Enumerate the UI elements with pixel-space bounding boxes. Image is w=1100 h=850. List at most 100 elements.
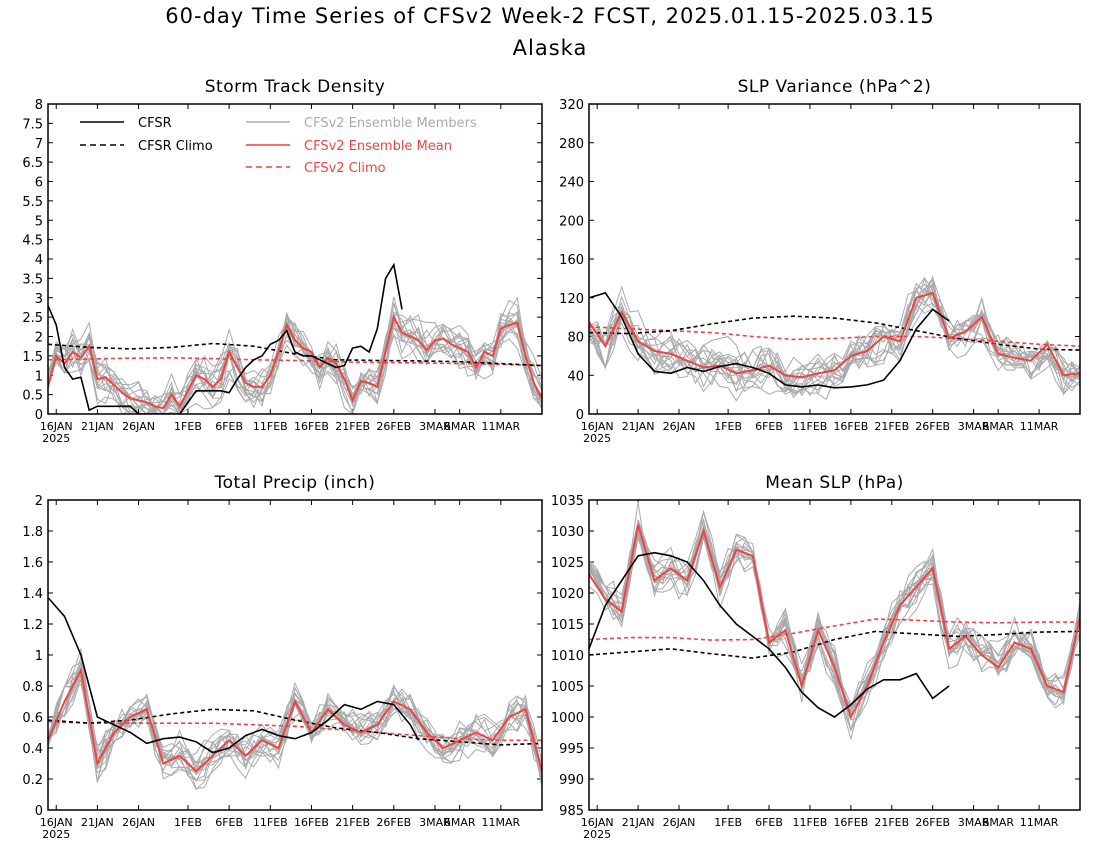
chart-panel: SLP Variance (hPa^2) 0 40 80 120 160 200 240 280… <box>559 77 1081 445</box>
cfsr-line <box>589 551 950 718</box>
chart-panel: Total Precip (inch) 0 0.2 0.4 0.6 0.8 1 1.2 1.4 1… <box>22 473 543 841</box>
legend-label: CFSR Climo <box>138 139 213 154</box>
y-tick-label: 0 <box>35 408 43 423</box>
cfsr-climo-line <box>589 315 1080 351</box>
x-tick-label: 6FEB <box>755 420 783 433</box>
y-tick-label: 2 <box>35 494 43 509</box>
x-tick-label: 3MAR <box>419 816 451 829</box>
x-tick-label: 21JAN <box>81 816 114 829</box>
plot-area <box>589 274 1080 402</box>
y-tick-label: 7.5 <box>22 117 43 132</box>
ensemble-member-line <box>589 519 1080 732</box>
plot-frame <box>588 103 1081 415</box>
x-tick-label: 26JAN <box>663 816 696 829</box>
y-tick-label: 7 <box>35 137 43 152</box>
cfsr-line <box>589 291 950 389</box>
y-tick-label: 1010 <box>551 649 584 664</box>
y-tick-label: 1.8 <box>22 525 43 540</box>
x-tick-label: 26FEB <box>915 420 950 433</box>
x-tick-label: 6FEB <box>755 816 783 829</box>
x-tick-label: 26JAN <box>122 816 155 829</box>
ensemble-member-line <box>589 518 1080 708</box>
ensemble-member-line <box>589 529 1080 740</box>
ensemble-member-line <box>48 312 542 414</box>
x-tick-label: 11MAR <box>1020 816 1059 829</box>
ensemble-member-line <box>589 289 1080 377</box>
y-tick-label: 120 <box>559 292 584 307</box>
ensemble-member-line <box>48 310 542 410</box>
legend-label: CFSv2 Ensemble Mean <box>304 139 452 154</box>
y-tick-label: 6 <box>35 176 43 191</box>
y-tick-label: 985 <box>559 804 584 819</box>
y-tick-label: 5.5 <box>22 195 43 210</box>
x-tick-label: 21JAN <box>622 816 655 829</box>
y-tick-label: 0.2 <box>22 773 43 788</box>
x-tick-label: 21JAN <box>622 420 655 433</box>
legend: CFSR CFSR Climo CFSv2 Ensemble Members CFSv… <box>80 116 477 176</box>
plot-area <box>48 597 542 791</box>
y-tick-label: 160 <box>559 253 584 268</box>
y-tick-label: 2 <box>35 331 43 346</box>
ensemble-member-line <box>48 315 542 414</box>
y-tick-label: 1015 <box>551 618 584 633</box>
x-tick-label: 26FEB <box>915 816 950 829</box>
x-tick-label: 6MAR <box>444 816 476 829</box>
x-tick-label: 6MAR <box>444 420 476 433</box>
ensemble-member-line <box>48 315 542 414</box>
y-tick-label: 0.4 <box>22 742 43 757</box>
chart-panel: Mean SLP (hPa) 985 990 995 1000 1005 1010 1015 1… <box>551 473 1081 841</box>
x-tick-label: 16JAN <box>40 816 73 829</box>
ensemble-mean-line <box>48 314 542 410</box>
chart-panel: Storm Track Density 0 0.5 1 1.5 2 2.5 3 3.5 4 4.5 5… <box>22 77 543 445</box>
ensemble-member-line <box>48 310 542 414</box>
x-tick-label: 16FEB <box>833 816 868 829</box>
y-tick-label: 995 <box>559 742 584 757</box>
cfsv2-climo-line <box>48 356 542 367</box>
y-tick-label: 8 <box>35 98 43 113</box>
cfsv2-climo-line <box>589 326 1080 347</box>
chart-title: Total Precip (inch) <box>214 473 376 493</box>
x-tick-label: 11MAR <box>482 420 521 433</box>
ensemble-member-line <box>589 509 1080 705</box>
x-tick-label: 21FEB <box>335 816 370 829</box>
x-tick-label: 16JAN <box>40 420 73 433</box>
y-tick-label: 1030 <box>551 525 584 540</box>
y-tick-label: 40 <box>567 369 584 384</box>
y-tick-label: 1 <box>35 649 43 664</box>
y-tick-label: 0.5 <box>22 389 43 404</box>
ensemble-mean-line <box>48 667 542 773</box>
x-tick-label: 6MAR <box>982 816 1014 829</box>
x-tick-label: 11FEB <box>793 420 828 433</box>
y-tick-label: 1000 <box>551 711 584 726</box>
plot-area <box>48 262 542 414</box>
y-tick-label: 1.4 <box>22 587 43 602</box>
legend-label: CFSv2 Ensemble Members <box>304 116 477 131</box>
x-year-label: 2025 <box>583 828 611 841</box>
x-tick-label: 6FEB <box>215 420 243 433</box>
x-tick-label: 16FEB <box>294 816 329 829</box>
y-tick-label: 1020 <box>551 587 584 602</box>
ensemble-member-line <box>48 296 542 414</box>
x-tick-label: 3MAR <box>958 816 990 829</box>
ensemble-member-line <box>48 670 542 788</box>
plot-frame <box>47 103 543 415</box>
y-tick-label: 2.5 <box>22 311 43 326</box>
x-tick-label: 21FEB <box>335 420 370 433</box>
x-tick-label: 1FEB <box>714 420 742 433</box>
ensemble-member-line <box>589 501 1080 732</box>
x-tick-label: 6FEB <box>215 816 243 829</box>
x-tick-label: 16JAN <box>581 420 614 433</box>
x-tick-label: 16FEB <box>833 420 868 433</box>
ensemble-member-line <box>589 283 1080 390</box>
ensemble-mean-line <box>589 291 1080 379</box>
plot-frame <box>47 499 543 811</box>
y-tick-label: 80 <box>567 331 584 346</box>
x-tick-label: 1FEB <box>174 420 202 433</box>
x-tick-label: 21FEB <box>874 816 909 829</box>
y-tick-label: 320 <box>559 98 584 113</box>
y-tick-label: 1.6 <box>22 556 43 571</box>
x-tick-label: 11FEB <box>793 816 828 829</box>
y-tick-label: 1025 <box>551 556 584 571</box>
ensemble-member-line <box>589 284 1080 392</box>
